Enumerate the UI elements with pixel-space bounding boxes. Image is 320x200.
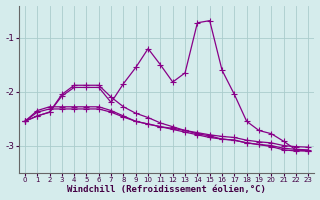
X-axis label: Windchill (Refroidissement éolien,°C): Windchill (Refroidissement éolien,°C) bbox=[67, 185, 266, 194]
